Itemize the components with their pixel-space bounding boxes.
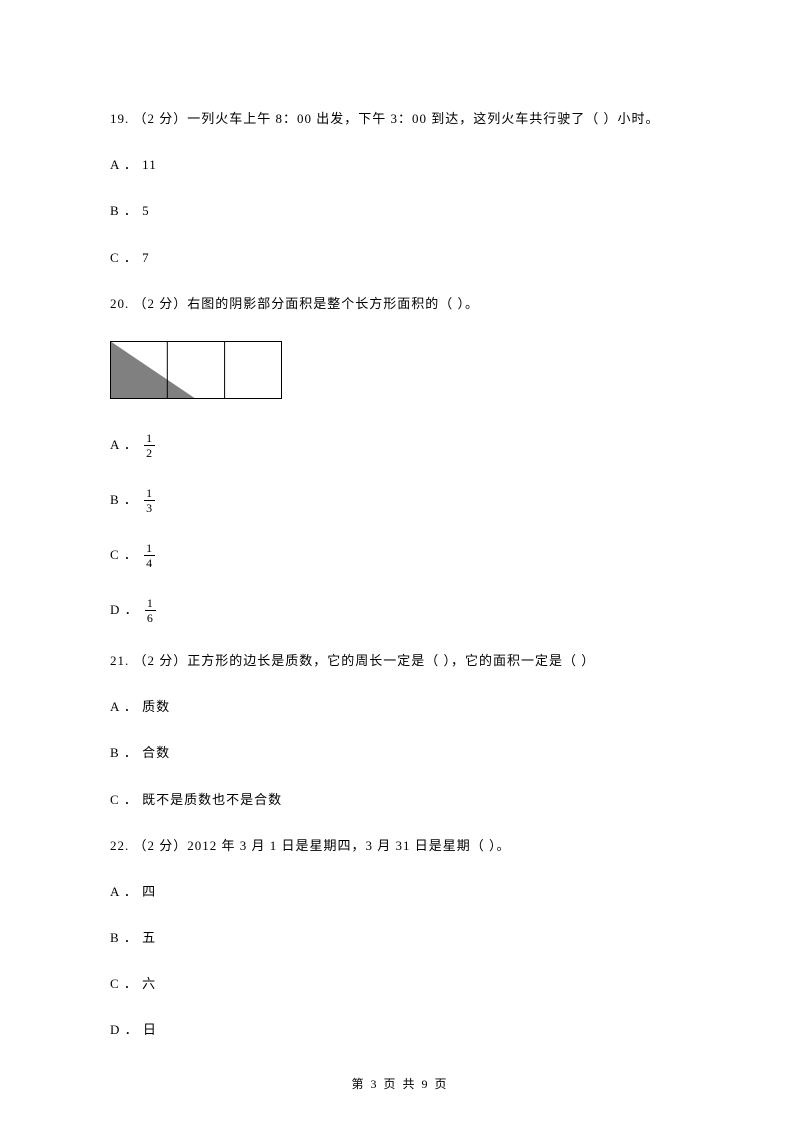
numerator: 1	[144, 432, 155, 446]
q19-option-c: C ． 7	[110, 249, 690, 267]
fraction-icon: 1 6	[145, 597, 156, 624]
q20-option-b: B ． 1 3	[110, 487, 690, 514]
fraction-icon: 1 3	[144, 487, 155, 514]
denominator: 2	[144, 446, 155, 459]
q21-option-a: A ． 质数	[110, 698, 690, 716]
shaded-triangle	[110, 341, 196, 399]
q21-text: 21. （2 分）正方形的边长是质数，它的周长一定是（ ），它的面积一定是（ ）	[110, 652, 690, 670]
q22-option-b: B ． 五	[110, 929, 690, 947]
q20-diagram	[110, 341, 690, 404]
q19-option-b: B ． 5	[110, 202, 690, 220]
numerator: 1	[144, 542, 155, 556]
q21-option-c: C ． 既不是质数也不是合数	[110, 791, 690, 809]
q22-option-d: D ． 日	[110, 1021, 690, 1039]
q20-text: 20. （2 分）右图的阴影部分面积是整个长方形面积的（ ）。	[110, 295, 690, 313]
numerator: 1	[144, 487, 155, 501]
q22-option-a: A ． 四	[110, 883, 690, 901]
denominator: 3	[144, 501, 155, 514]
fraction-icon: 1 2	[144, 432, 155, 459]
q20-option-b-label: B ．	[110, 491, 138, 509]
q19-option-a: A ． 11	[110, 156, 690, 174]
fraction-icon: 1 4	[144, 542, 155, 569]
page-footer: 第 3 页 共 9 页	[0, 1075, 800, 1092]
q21-option-b: B ． 合数	[110, 744, 690, 762]
q22-option-c: C ． 六	[110, 975, 690, 993]
q20-option-d: D ． 1 6	[110, 597, 690, 624]
denominator: 4	[144, 556, 155, 569]
q20-option-c-label: C ．	[110, 546, 138, 564]
q20-option-a-label: A ．	[110, 436, 138, 454]
q20-option-a: A ． 1 2	[110, 432, 690, 459]
q20-option-c: C ． 1 4	[110, 542, 690, 569]
denominator: 6	[145, 611, 156, 624]
numerator: 1	[145, 597, 156, 611]
q20-option-d-label: D ．	[110, 601, 139, 619]
q22-text: 22. （2 分）2012 年 3 月 1 日是星期四，3 月 31 日是星期（…	[110, 837, 690, 855]
q19-text: 19. （2 分）一列火车上午 8：00 出发，下午 3：00 到达，这列火车共…	[110, 110, 690, 128]
